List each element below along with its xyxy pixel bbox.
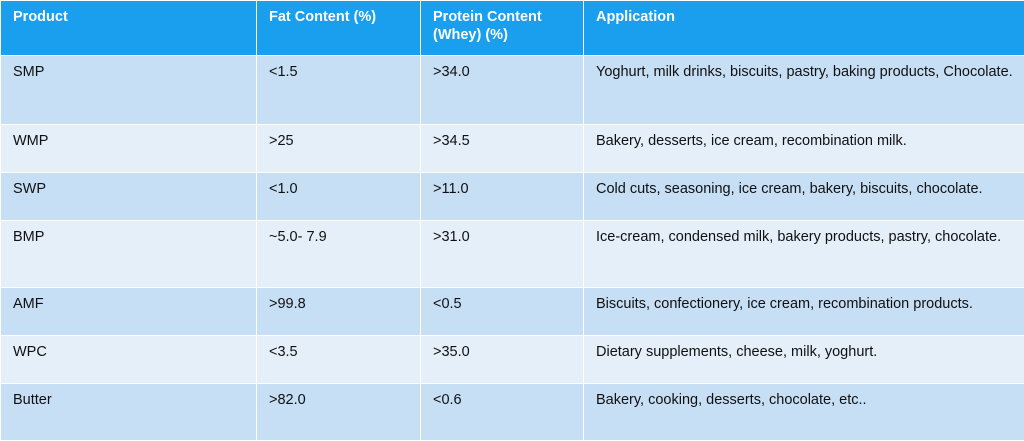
header-application: Application: [584, 1, 1024, 56]
cell-protein: >31.0: [421, 221, 584, 288]
cell-fat: ~5.0- 7.9: [257, 221, 421, 288]
header-fat-content: Fat Content (%): [257, 1, 421, 56]
cell-fat: >25: [257, 125, 421, 173]
header-row: Product Fat Content (%) Protein Content …: [1, 1, 1024, 56]
cell-protein: >35.0: [421, 336, 584, 384]
cell-application: Yoghurt, milk drinks, biscuits, pastry, …: [584, 56, 1024, 125]
cell-protein: <0.5: [421, 288, 584, 336]
cell-product: WPC: [1, 336, 257, 384]
table-row: WPC <3.5 >35.0 Dietary supplements, chee…: [1, 336, 1024, 384]
cell-application: Cold cuts, seasoning, ice cream, bakery,…: [584, 173, 1024, 221]
table-row: WMP >25 >34.5 Bakery, desserts, ice crea…: [1, 125, 1024, 173]
cell-fat: <1.5: [257, 56, 421, 125]
cell-application: Ice-cream, condensed milk, bakery produc…: [584, 221, 1024, 288]
cell-application: Biscuits, confectionery, ice cream, reco…: [584, 288, 1024, 336]
cell-product: AMF: [1, 288, 257, 336]
cell-fat: >99.8: [257, 288, 421, 336]
cell-product: WMP: [1, 125, 257, 173]
cell-fat: <1.0: [257, 173, 421, 221]
table-row: BMP ~5.0- 7.9 >31.0 Ice-cream, condensed…: [1, 221, 1024, 288]
cell-protein: >34.0: [421, 56, 584, 125]
header-protein-content: Protein Content (Whey) (%): [421, 1, 584, 56]
cell-application: Bakery, desserts, ice cream, recombinati…: [584, 125, 1024, 173]
table-row: SWP <1.0 >11.0 Cold cuts, seasoning, ice…: [1, 173, 1024, 221]
cell-product: SMP: [1, 56, 257, 125]
table-header: Product Fat Content (%) Protein Content …: [1, 1, 1024, 56]
cell-product: SWP: [1, 173, 257, 221]
cell-protein: >11.0: [421, 173, 584, 221]
cell-application: Dietary supplements, cheese, milk, yoghu…: [584, 336, 1024, 384]
table-row: SMP <1.5 >34.0 Yoghurt, milk drinks, bis…: [1, 56, 1024, 125]
cell-fat: <3.5: [257, 336, 421, 384]
header-product: Product: [1, 1, 257, 56]
table-row: AMF >99.8 <0.5 Biscuits, confectionery, …: [1, 288, 1024, 336]
cell-protein: >34.5: [421, 125, 584, 173]
table-body: SMP <1.5 >34.0 Yoghurt, milk drinks, bis…: [1, 56, 1024, 441]
cell-product: BMP: [1, 221, 257, 288]
